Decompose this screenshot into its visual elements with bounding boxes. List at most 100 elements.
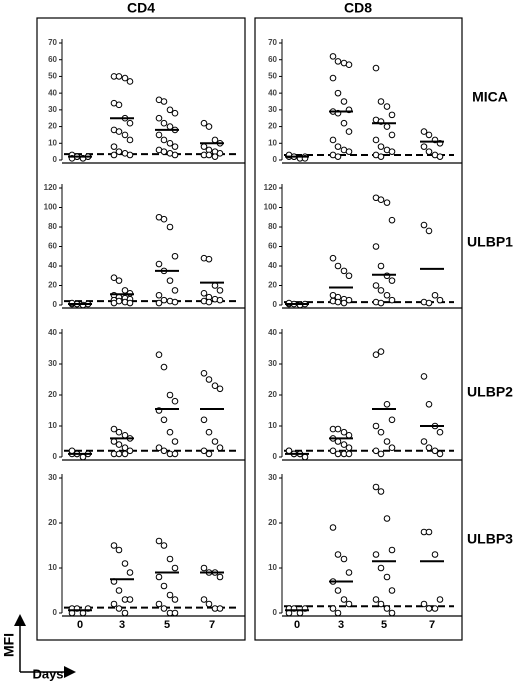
data-point [160,416,168,424]
data-point [205,255,213,263]
data-point [126,569,134,576]
data-point [377,564,385,572]
data-point [200,119,208,127]
y-tick-label: 0 [53,452,58,461]
data-point [345,444,353,452]
data-point [171,596,179,603]
data-point [160,136,168,144]
data-point [216,150,224,157]
data-point [388,444,396,452]
data-point [329,136,337,144]
data-point [377,196,385,203]
data-point [431,605,439,612]
data-point [372,64,380,72]
data-point [372,551,380,558]
data-point [110,274,118,282]
data-point [383,401,391,408]
x-tick-label: 7 [429,619,435,631]
data-point [329,254,337,262]
data-point [340,596,348,603]
data-point [425,299,433,307]
data-point [420,128,428,135]
data-point [216,385,224,393]
data-point [372,243,380,250]
data-point [155,573,163,581]
data-point [334,438,342,445]
data-point [340,428,348,436]
y-tick-label: 30 [48,105,57,114]
data-point [345,61,353,69]
x-tick-label: 3 [338,619,344,631]
x-tick-label: 7 [209,619,215,631]
data-point [171,450,179,458]
data-point [155,537,163,545]
data-point [334,298,342,306]
data-point [166,555,174,563]
data-point [160,215,168,223]
y-tick-label: 10 [48,138,57,147]
data-point [205,123,213,130]
data-point [171,438,179,445]
data-point [171,609,179,617]
data-point [372,282,380,289]
data-point [205,450,213,458]
data-point [115,428,123,436]
data-point [160,582,168,590]
data-point [121,74,129,82]
data-point [329,524,337,531]
y-tick-label: 0 [53,300,58,309]
row-label: MICA [472,89,508,105]
column-title: CD4 [127,0,155,16]
y-tick-label: 40 [268,88,277,97]
data-point [115,128,123,135]
data-point [420,143,428,150]
data-point [155,131,163,139]
data-point [425,401,433,408]
data-point [126,596,134,603]
data-point [377,153,385,160]
data-point [345,450,353,458]
data-point [155,600,163,608]
data-point [160,296,168,304]
data-point [345,296,353,304]
data-point [171,287,179,294]
y-tick-label: 30 [268,105,277,114]
y-tick-label: 60 [268,55,277,64]
y-tick-label: 40 [48,261,57,270]
column-title: CD8 [344,0,372,16]
data-point [425,528,433,536]
data-point [388,277,396,284]
data-point [216,573,224,581]
data-point [171,151,179,159]
data-point [110,425,118,433]
data-point [115,441,123,448]
y-tick-label: 0 [273,452,278,461]
data-point [377,450,385,458]
data-point [200,564,208,572]
data-point [340,98,348,105]
data-point [345,432,353,439]
data-point [115,605,123,612]
data-point [377,262,385,270]
row-label: ULBP1 [467,234,513,250]
data-point [126,447,134,455]
data-point [345,128,353,135]
data-point [388,416,396,424]
data-point [340,441,348,448]
y-tick-label: 120 [264,183,278,192]
data-point [166,277,174,284]
y-tick-label: 60 [48,242,57,251]
data-point [155,114,163,122]
y-tick-label: 50 [268,72,277,81]
y-tick-label: 10 [268,421,277,430]
y-tick-label: 70 [268,38,277,47]
data-point [425,148,433,155]
data-point [110,151,118,159]
data-point [334,153,342,160]
y-tick-label: 20 [268,281,277,290]
data-point [126,151,134,159]
data-point [200,290,208,297]
data-point [420,373,428,380]
data-point [436,450,444,458]
data-point [388,587,396,594]
